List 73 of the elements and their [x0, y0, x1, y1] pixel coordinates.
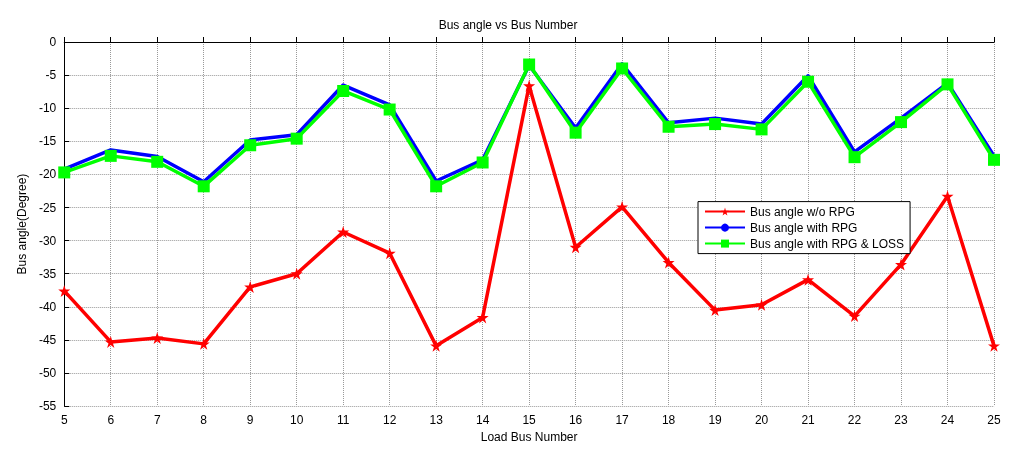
x-tick-label: 8	[200, 413, 208, 428]
point	[151, 155, 164, 168]
x-tick-label: 5	[60, 413, 68, 428]
point	[895, 116, 908, 129]
x-axis-title: Load Bus Number	[480, 430, 578, 444]
point	[476, 156, 489, 169]
point	[197, 180, 210, 193]
x-tick-label: 6	[107, 413, 115, 428]
y-tick-label: -20	[38, 167, 57, 182]
x-tick-label: 10	[290, 413, 304, 428]
x-tick-label: 9	[246, 413, 254, 428]
point	[523, 79, 536, 92]
legend-label: Bus angle with RPG & LOSS	[750, 236, 905, 251]
x-tick-label: 20	[754, 413, 769, 428]
point	[988, 153, 1000, 166]
y-tick-label: -30	[38, 233, 57, 248]
x-tick-label: 14	[475, 413, 490, 428]
x-tick-label: 22	[847, 413, 862, 428]
y-tick-label: 0	[49, 35, 57, 49]
x-tick-label: 19	[708, 413, 723, 428]
point	[430, 339, 443, 352]
y-tick-label: -15	[38, 134, 57, 149]
x-tick-label: 18	[661, 413, 676, 428]
legend-label: Bus angle with RPG	[750, 220, 858, 235]
x-tick-label: 23	[894, 413, 909, 428]
legend-label: Bus angle w/o RPG	[750, 204, 855, 219]
point	[58, 166, 71, 179]
point	[895, 258, 908, 271]
point	[616, 62, 629, 75]
x-tick-label: 17	[615, 413, 630, 428]
y-tick-label: -40	[38, 299, 57, 314]
point	[941, 78, 954, 91]
point	[988, 339, 1000, 352]
y-tick-label: -50	[38, 366, 57, 380]
point	[662, 256, 675, 269]
x-tick-label: 25	[987, 413, 1001, 428]
point	[430, 180, 443, 193]
x-tick-label: 7	[153, 413, 161, 428]
point	[383, 247, 396, 260]
point	[523, 58, 536, 71]
point	[709, 118, 722, 131]
x-tick-label: 16	[568, 413, 583, 428]
point	[616, 200, 629, 213]
point	[941, 190, 954, 203]
x-tick-label: 15	[522, 413, 537, 428]
point	[755, 123, 768, 136]
point	[802, 273, 815, 286]
point	[755, 298, 768, 311]
y-tick-label: -5	[45, 68, 57, 83]
y-tick-label: -10	[38, 101, 57, 116]
point	[104, 149, 117, 162]
x-tick-label: 13	[429, 413, 444, 428]
x-tick-label: 21	[801, 413, 816, 428]
y-tick-label: -25	[38, 200, 57, 215]
y-tick-label: -45	[38, 332, 57, 347]
point	[662, 120, 675, 133]
x-tick-label: 24	[940, 413, 955, 428]
point	[569, 241, 582, 254]
x-tick-label: 12	[382, 413, 397, 428]
point	[848, 310, 861, 323]
y-tick-label: -55	[38, 399, 57, 414]
point	[569, 126, 582, 139]
y-axis-title: Bus angle(Degree)	[15, 173, 29, 275]
point	[848, 151, 861, 164]
point	[290, 132, 303, 145]
point	[383, 103, 396, 116]
point	[337, 84, 350, 97]
point	[244, 139, 257, 152]
chart-title: Bus angle vs Bus Number	[438, 18, 578, 32]
y-tick-label: -35	[38, 266, 57, 281]
x-tick-label: 11	[336, 413, 350, 428]
point	[290, 267, 303, 280]
point	[802, 75, 815, 88]
